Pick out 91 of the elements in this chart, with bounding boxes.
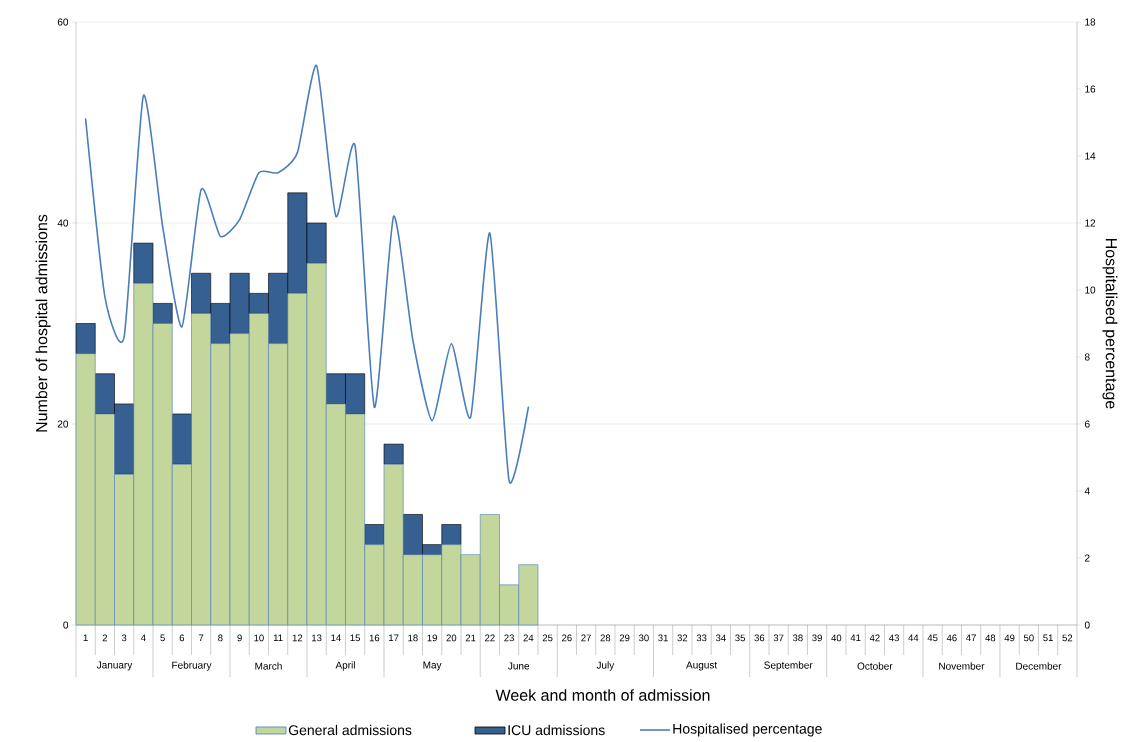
legend-label: Hospitalised percentage: [673, 723, 822, 737]
x-tick-label: 34: [715, 634, 726, 642]
line-series: [84, 64, 530, 482]
x-tick-label: 45: [927, 634, 938, 642]
x-tick-label: 24: [523, 634, 534, 642]
x-tick-label: 39: [812, 634, 822, 642]
x-tick-label: 38: [792, 634, 803, 642]
y2-tick-label: 18: [1085, 18, 1096, 26]
y2-axis-title: Hospitalised percentage: [1102, 238, 1118, 409]
bar: [152, 303, 173, 324]
x-tick-label: 5: [160, 634, 165, 642]
x-tick-label: 43: [889, 634, 899, 642]
x-tick-label: 23: [504, 634, 514, 642]
text: November: [939, 662, 985, 670]
bar: [441, 524, 462, 545]
x-tick-label: 16: [369, 634, 380, 642]
text: May: [423, 661, 442, 671]
y-axis-title: Number of hospital admissions: [35, 214, 51, 432]
x-tick-label: 32: [677, 634, 688, 642]
x-tick-label: 10: [254, 634, 264, 642]
x-tick-label: 7: [198, 634, 204, 642]
text: January: [96, 661, 133, 671]
x-tick-label: 33: [696, 634, 707, 642]
y2-tick-label: 0: [1084, 621, 1090, 629]
y-tick-label: 20: [57, 420, 69, 428]
x-tick-label: 28: [600, 634, 611, 642]
x-tick-label: 48: [985, 634, 996, 642]
x-tick-label: 26: [562, 634, 572, 642]
bar: [171, 413, 192, 465]
x-tick-label: 15: [350, 634, 361, 642]
x-tick-label: 42: [869, 634, 880, 642]
x-tick-label: 18: [408, 634, 418, 642]
x-tick-label: 21: [465, 634, 476, 642]
x-tick-label: 20: [446, 634, 457, 642]
x-tick-label: 2: [102, 634, 108, 642]
x-tick-label: 49: [1004, 634, 1015, 642]
text: March: [255, 662, 282, 670]
x-tick-label: 50: [1023, 634, 1034, 642]
x-tick-label: 31: [658, 634, 668, 642]
x-tick-label: 8: [218, 634, 223, 642]
x-tick-label: 6: [179, 634, 185, 642]
text: September: [764, 661, 813, 671]
bar: [133, 242, 154, 284]
x-tick-label: 46: [946, 634, 957, 642]
x-tick-label: 13: [312, 634, 322, 642]
x-tick-label: 9: [237, 634, 242, 642]
x-tick-label: 12: [292, 634, 303, 642]
x-tick-label: 22: [485, 634, 495, 642]
y-tick-label: 40: [57, 219, 69, 227]
legend-label: ICU admissions: [508, 724, 605, 736]
text: June: [508, 662, 530, 670]
x-tick-label: 17: [389, 634, 399, 642]
x-axis-title: Week and month of admission: [495, 689, 710, 701]
text: July: [596, 661, 615, 671]
x-tick-label: 14: [331, 634, 341, 642]
y2-tick-label: 10: [1085, 286, 1096, 294]
x-tick-label: 25: [542, 634, 553, 642]
x-tick-label: 29: [619, 634, 630, 642]
x-tick-label: 51: [1043, 634, 1053, 642]
text: August: [686, 661, 718, 671]
x-tick-label: 30: [638, 634, 649, 642]
text: December: [1016, 662, 1062, 670]
x-tick-label: 19: [427, 634, 437, 642]
x-tick-label: 35: [735, 634, 745, 642]
text: October: [857, 662, 893, 670]
x-tick-label: 11: [273, 634, 283, 642]
x-tick-label: 37: [773, 634, 784, 642]
y2-tick-label: 12: [1085, 219, 1096, 227]
y2-tick-label: 6: [1085, 420, 1090, 428]
x-tick-label: 40: [831, 634, 842, 642]
y2-tick-label: 8: [1084, 353, 1090, 361]
text: February: [172, 661, 212, 671]
x-tick-label: 52: [1062, 634, 1073, 642]
y2-tick-label: 14: [1085, 152, 1096, 160]
x-tick-label: 36: [754, 634, 765, 642]
y2-tick-label: 4: [1084, 487, 1090, 495]
x-tick-label: 44: [908, 634, 919, 642]
x-tick-label: 41: [850, 634, 861, 642]
x-tick-label: 4: [140, 634, 146, 642]
legend-label: General admissions: [288, 724, 412, 736]
x-tick-label: 1: [83, 634, 88, 642]
x-tick-label: 3: [121, 634, 127, 642]
bar: [75, 323, 96, 354]
y-tick-label: 0: [63, 621, 69, 629]
bar: [383, 443, 404, 465]
text: April: [335, 661, 355, 671]
x-tick-label: 47: [966, 634, 976, 642]
y2-tick-label: 16: [1085, 85, 1096, 93]
y2-tick-label: 2: [1085, 554, 1090, 562]
x-tick-label: 27: [581, 634, 591, 642]
y-tick-label: 60: [57, 18, 69, 26]
